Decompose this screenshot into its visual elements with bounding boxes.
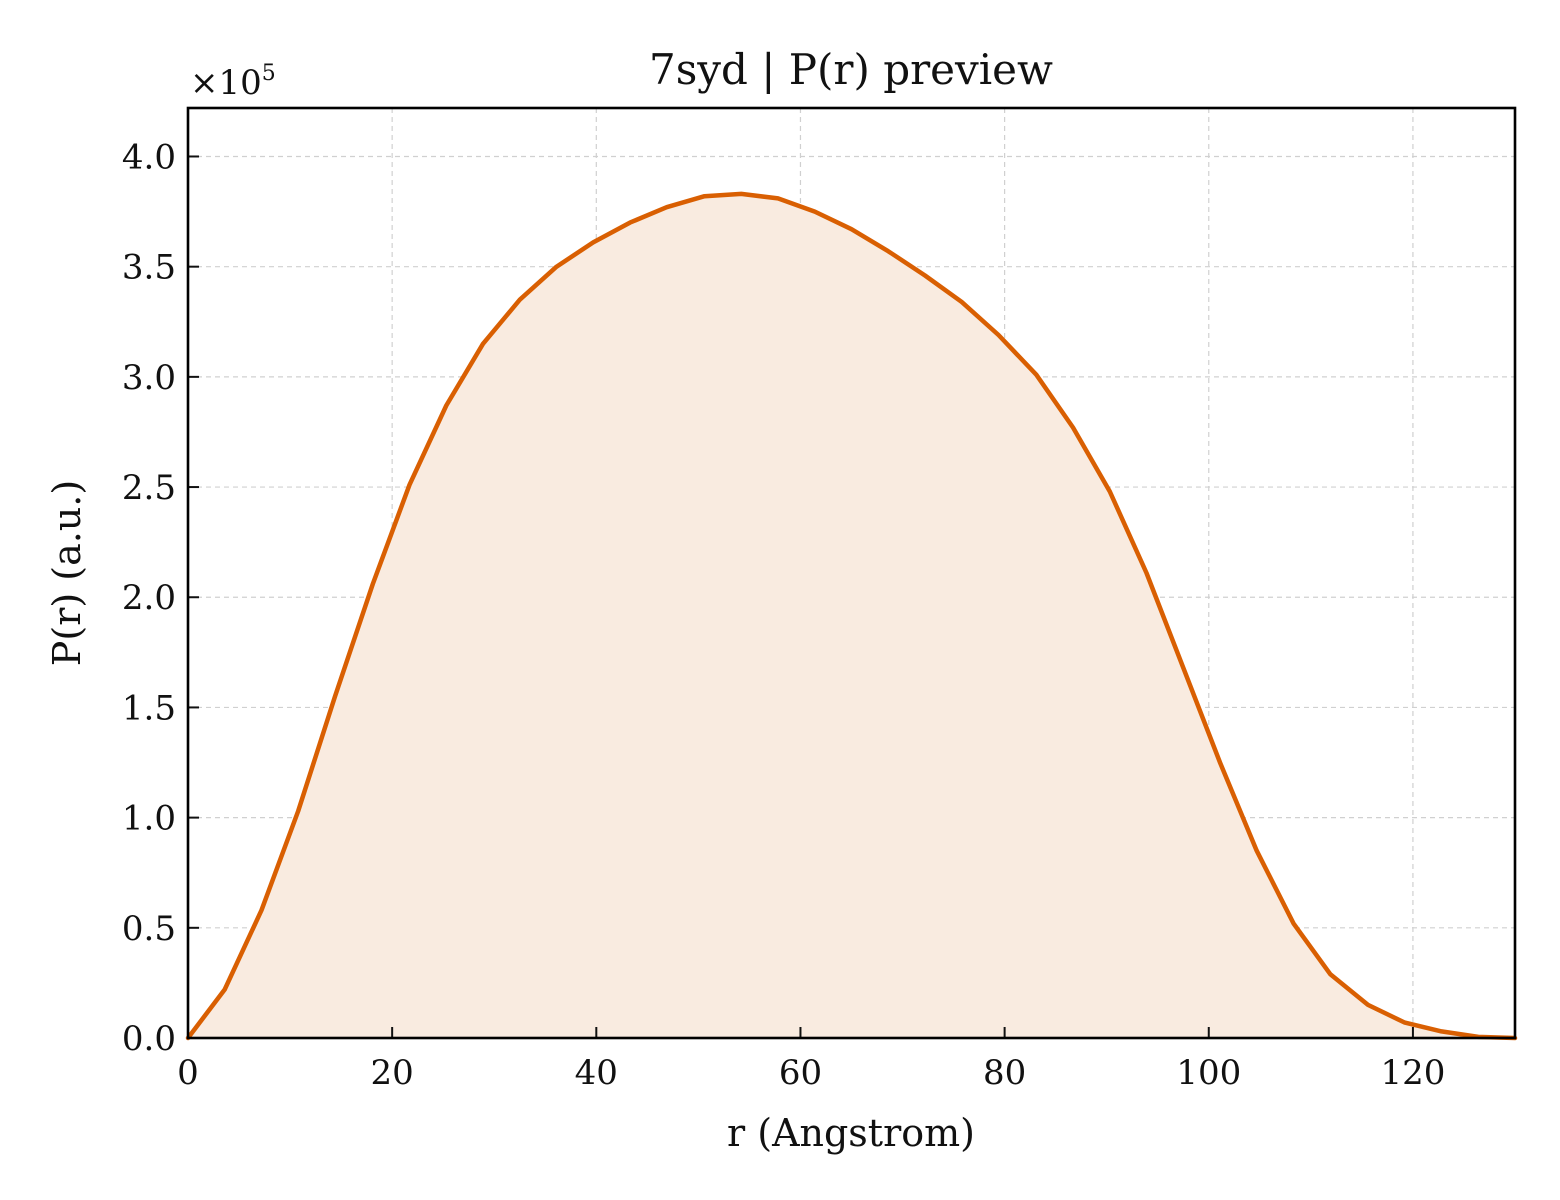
y-tick-label: 0.5 <box>122 909 176 949</box>
y-tick-label: 1.0 <box>122 799 176 839</box>
axis-ticks: 0 20 40 60 80 100 120 0.0 0.5 1.0 1.5 2.0 2.5 3.0 3.5 4… <box>122 137 1445 1093</box>
x-tick-label: 60 <box>779 1053 822 1093</box>
x-tick-label: 100 <box>1176 1053 1241 1093</box>
y-tick-label: 1.5 <box>122 688 176 728</box>
y-multiplier-base: ×10 <box>190 63 262 103</box>
y-tick-label: 3.0 <box>122 358 176 398</box>
chart-title: 7syd | P(r) preview <box>649 45 1053 94</box>
pr-area-fill <box>188 193 1515 1038</box>
y-tick-label: 3.5 <box>122 248 176 288</box>
x-tick-label: 80 <box>983 1053 1026 1093</box>
x-tick-label: 120 <box>1380 1053 1445 1093</box>
y-tick-label: 0.0 <box>122 1019 176 1059</box>
y-tick-label: 2.5 <box>122 468 176 508</box>
y-axis-label: P(r) (a.u.) <box>45 480 89 666</box>
x-axis-label: r (Angstrom) <box>727 1111 975 1155</box>
y-tick-label: 4.0 <box>122 137 176 177</box>
x-tick-label: 0 <box>177 1053 199 1093</box>
y-multiplier: ×105 <box>190 61 276 103</box>
x-tick-label: 40 <box>575 1053 618 1093</box>
x-tick-label: 20 <box>371 1053 414 1093</box>
y-tick-label: 2.0 <box>122 578 176 618</box>
pr-series-line <box>185 191 1518 1041</box>
plot-frame <box>186 106 1517 1040</box>
y-multiplier-exponent: 5 <box>262 61 276 86</box>
